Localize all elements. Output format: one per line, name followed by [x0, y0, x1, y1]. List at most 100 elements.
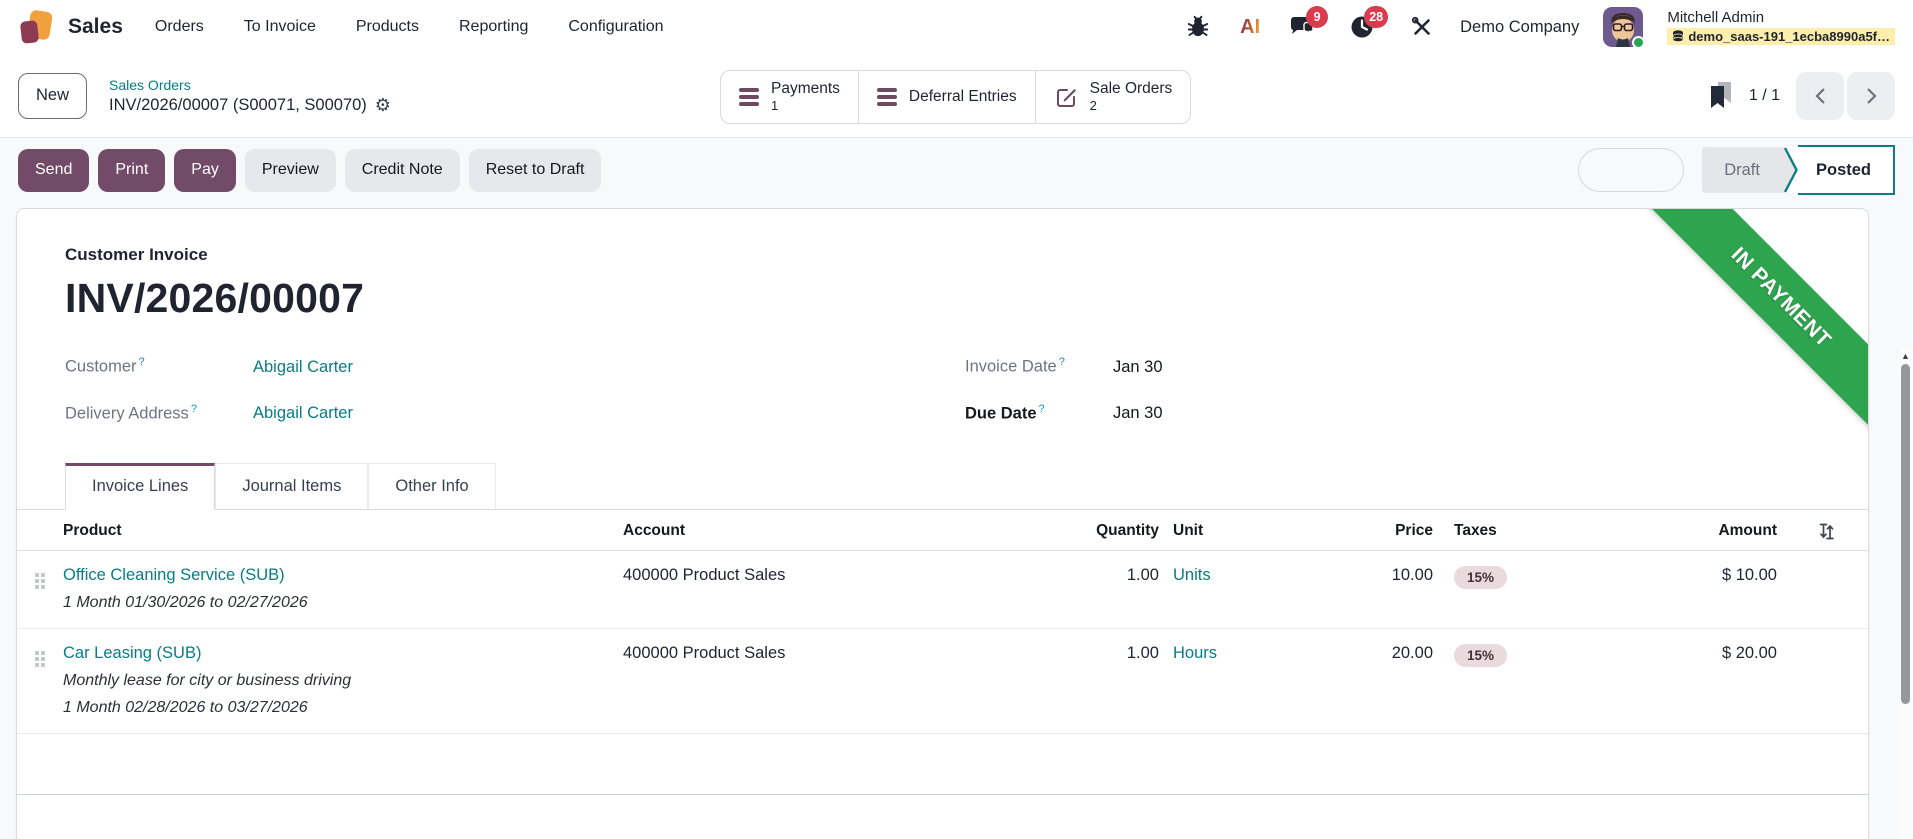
- gear-icon[interactable]: ⚙: [374, 95, 391, 115]
- control-panel: New Sales Orders INV/2026/00007 (S00071,…: [0, 54, 1913, 138]
- send-button[interactable]: Send: [18, 148, 90, 192]
- reset-to-draft-button[interactable]: Reset to Draft: [468, 148, 602, 192]
- account-cell[interactable]: 400000 Product Sales: [623, 566, 786, 584]
- col-taxes[interactable]: Taxes: [1454, 522, 1497, 539]
- app-name[interactable]: Sales: [68, 15, 123, 38]
- col-product[interactable]: Product: [63, 522, 122, 539]
- scrollbar-up-arrow[interactable]: ▲: [1901, 351, 1910, 361]
- smart-button-sale-orders[interactable]: Sale Orders 2: [1034, 71, 1191, 123]
- pager-next-button[interactable]: [1847, 71, 1895, 120]
- invoice-number: INV/2026/00007: [65, 275, 365, 321]
- due-date-value[interactable]: Jan 30: [1113, 404, 1163, 422]
- preview-button[interactable]: Preview: [244, 148, 336, 192]
- avatar[interactable]: [1603, 7, 1646, 49]
- tax-badge[interactable]: 15%: [1454, 644, 1508, 667]
- col-quantity[interactable]: Quantity: [1096, 522, 1159, 539]
- status-draft[interactable]: Draft: [1702, 147, 1776, 193]
- col-price[interactable]: Price: [1395, 522, 1433, 539]
- menu-orders[interactable]: Orders: [154, 18, 204, 35]
- menu-to-invoice[interactable]: To Invoice: [243, 18, 316, 35]
- drag-handle-icon[interactable]: [17, 566, 63, 589]
- unit-link[interactable]: Hours: [1173, 644, 1218, 662]
- chevron-left-icon: [1814, 87, 1825, 104]
- smart-button-payments[interactable]: Payments 1: [721, 71, 858, 123]
- adjust-columns-icon[interactable]: [1817, 522, 1836, 541]
- lines-bottom-divider: [17, 794, 1868, 795]
- messages-count-badge: 9: [1306, 6, 1329, 28]
- company-switcher[interactable]: Demo Company: [1460, 17, 1580, 36]
- tools-icon[interactable]: [1408, 13, 1436, 41]
- fields-left-column: Customer? Abigail Carter Delivery Addres…: [65, 356, 965, 449]
- credit-note-button[interactable]: Credit Note: [344, 148, 460, 192]
- help-icon[interactable]: ?: [190, 402, 197, 415]
- customer-value[interactable]: Abigail Carter: [253, 357, 353, 376]
- breadcrumb-current: INV/2026/00007 (S00071, S00070): [109, 95, 367, 114]
- top-navbar: Sales Orders To Invoice Products Reporti…: [0, 0, 1913, 54]
- col-account[interactable]: Account: [623, 522, 685, 539]
- status-arrow-icon: [1775, 147, 1798, 193]
- bars-icon: [876, 87, 897, 106]
- invoice-date-value[interactable]: Jan 30: [1113, 357, 1163, 376]
- bookmark-icon[interactable]: [1709, 82, 1733, 109]
- notebook-tabs: Invoice Lines Journal Items Other Info: [17, 463, 1868, 510]
- page-scrollbar[interactable]: ▲: [1898, 348, 1913, 839]
- col-amount[interactable]: Amount: [1718, 522, 1777, 539]
- pager-previous-button[interactable]: [1796, 71, 1844, 120]
- account-cell[interactable]: 400000 Product Sales: [623, 644, 786, 662]
- scrollbar-thumb[interactable]: [1901, 364, 1910, 704]
- breadcrumb-sales-orders[interactable]: Sales Orders: [109, 76, 191, 93]
- pay-button[interactable]: Pay: [174, 148, 236, 192]
- messages-icon[interactable]: 9: [1288, 6, 1329, 41]
- col-unit[interactable]: Unit: [1173, 522, 1204, 539]
- activities-clock-icon[interactable]: 28: [1348, 6, 1389, 41]
- invoice-line-row[interactable]: Office Cleaning Service (SUB) 1 Month 01…: [17, 551, 1868, 629]
- delivery-address-field: Delivery Address? Abigail Carter: [65, 402, 353, 423]
- bars-icon: [739, 87, 759, 106]
- drag-handle-icon[interactable]: [17, 644, 63, 667]
- user-menu[interactable]: Mitchell Admin demo_saas-191_1ecba8990a5…: [1667, 9, 1895, 45]
- status-posted[interactable]: Posted: [1797, 145, 1895, 195]
- print-button[interactable]: Print: [98, 148, 166, 192]
- database-icon: [1673, 30, 1684, 42]
- smart-buttons: Payments 1 Deferral Entries Sale Orders …: [720, 70, 1192, 124]
- activity-pill[interactable]: [1578, 148, 1685, 192]
- help-icon[interactable]: ?: [1058, 356, 1065, 368]
- delivery-address-value[interactable]: Abigail Carter: [253, 404, 353, 422]
- fields-right-column: Invoice Date? Jan 30 Due Date? Jan 30: [965, 356, 1163, 449]
- line-note: 1 Month 01/30/2026 to 02/27/2026: [63, 594, 308, 611]
- tab-journal-items[interactable]: Journal Items: [215, 463, 369, 509]
- sales-app-icon[interactable]: [18, 9, 54, 45]
- ai-icon[interactable]: AI: [1240, 15, 1261, 38]
- price-cell[interactable]: 10.00: [1391, 566, 1433, 584]
- logo-maroon-bar: [19, 20, 40, 44]
- chevron-right-icon: [1866, 87, 1877, 104]
- due-date-field: Due Date? Jan 30: [965, 402, 1163, 423]
- product-link[interactable]: Office Cleaning Service (SUB): [63, 566, 285, 584]
- tab-invoice-lines[interactable]: Invoice Lines: [65, 463, 216, 510]
- menu-products[interactable]: Products: [355, 18, 419, 35]
- unit-link[interactable]: Units: [1173, 566, 1211, 584]
- edit-icon: [1056, 88, 1076, 107]
- user-name: Mitchell Admin: [1667, 9, 1765, 26]
- invoice-line-row[interactable]: Car Leasing (SUB) Monthly lease for city…: [17, 629, 1868, 734]
- amount-cell: $ 10.00: [1721, 566, 1777, 584]
- lines-table-header: Product Account Quantity Unit Price Taxe…: [17, 510, 1868, 551]
- line-note: Monthly lease for city or business drivi…: [63, 672, 352, 689]
- smart-button-deferral-entries[interactable]: Deferral Entries: [857, 71, 1035, 123]
- invoice-date-field: Invoice Date? Jan 30: [965, 356, 1163, 376]
- bug-icon[interactable]: [1184, 13, 1212, 41]
- quantity-cell[interactable]: 1.00: [1126, 644, 1159, 662]
- tax-badge[interactable]: 15%: [1454, 566, 1508, 589]
- quantity-cell[interactable]: 1.00: [1126, 566, 1159, 584]
- tab-other-info[interactable]: Other Info: [368, 463, 496, 509]
- amount-cell: $ 20.00: [1721, 644, 1777, 662]
- statusbar: Draft Posted: [1702, 145, 1895, 195]
- menu-reporting[interactable]: Reporting: [458, 18, 529, 35]
- new-button[interactable]: New: [18, 72, 88, 119]
- product-link[interactable]: Car Leasing (SUB): [63, 644, 202, 662]
- help-icon[interactable]: ?: [1038, 402, 1045, 415]
- menu-configuration[interactable]: Configuration: [568, 18, 664, 35]
- price-cell[interactable]: 20.00: [1391, 644, 1433, 662]
- help-icon[interactable]: ?: [138, 356, 145, 368]
- line-note: 1 Month 02/28/2026 to 03/27/2026: [63, 699, 308, 716]
